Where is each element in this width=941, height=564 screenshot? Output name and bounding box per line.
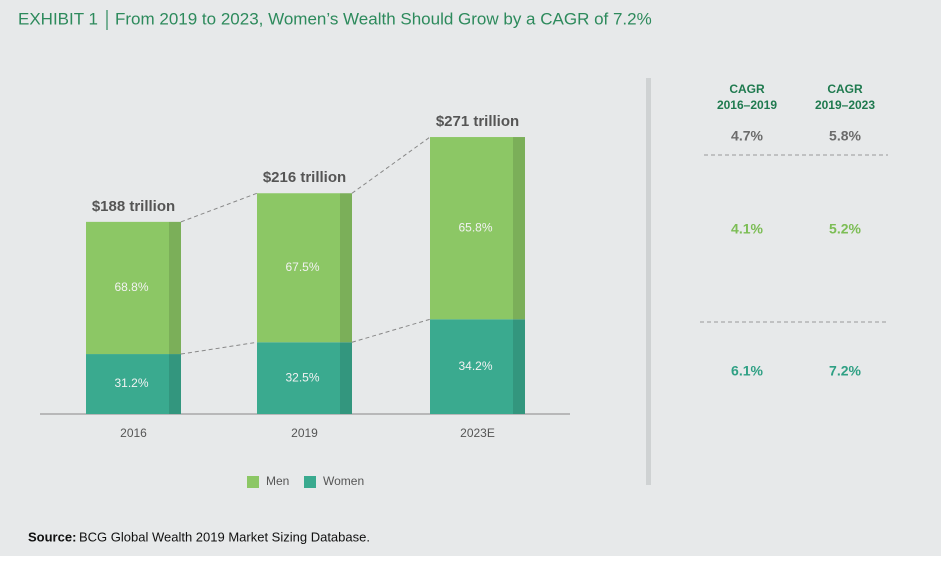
table-header: 2019–2023 — [815, 98, 875, 112]
bar-segment-side — [340, 193, 352, 343]
segment-label: 31.2% — [114, 376, 148, 390]
segment-label: 67.5% — [285, 260, 319, 274]
bar-segment-side — [340, 342, 352, 414]
source-label: Source: — [28, 529, 76, 544]
segment-label: 65.8% — [458, 220, 492, 234]
bottom-strip — [0, 556, 941, 564]
legend-label: Women — [323, 474, 364, 488]
source-text: BCG Global Wealth 2019 Market Sizing Dat… — [79, 529, 370, 544]
total-label: $271 trillion — [436, 113, 519, 130]
x-tick-label: 2016 — [120, 426, 147, 440]
table-cell: 4.1% — [731, 221, 763, 237]
total-label: $216 trillion — [263, 169, 346, 186]
connector — [180, 341, 258, 355]
total-label: $188 trillion — [92, 198, 175, 215]
table-cell: 7.2% — [829, 363, 861, 379]
legend-swatch — [304, 476, 316, 488]
bar-segment — [86, 221, 169, 355]
segment-label: 68.8% — [114, 280, 148, 294]
segment-label: 32.5% — [285, 370, 319, 384]
bar-segment-side — [513, 137, 525, 320]
divider — [646, 78, 651, 485]
table-cell: 5.2% — [829, 221, 861, 237]
connector — [351, 136, 431, 194]
table-cell: 5.8% — [829, 128, 861, 144]
bar-segment-side — [169, 221, 181, 355]
bar-segment — [86, 354, 169, 414]
legend-swatch — [247, 476, 259, 488]
table-cell: 6.1% — [731, 363, 763, 379]
legend-label: Men — [266, 474, 289, 488]
x-tick-label: 2019 — [291, 426, 318, 440]
table-header: 2016–2019 — [717, 98, 777, 112]
bar-segment — [257, 342, 340, 414]
exhibit-label: EXHIBIT 1 — [18, 9, 98, 28]
bar-segment — [430, 137, 513, 320]
table-header: CAGR — [729, 82, 765, 96]
bar-segment-side — [513, 319, 525, 414]
bar-segment — [257, 193, 340, 343]
bar-segment-side — [169, 354, 181, 414]
x-tick-label: 2023E — [460, 426, 495, 440]
chart-title: From 2019 to 2023, Women’s Wealth Should… — [115, 9, 652, 28]
table-cell: 4.7% — [731, 128, 763, 144]
table-header: CAGR — [827, 82, 863, 96]
bar-segment — [430, 319, 513, 414]
segment-label: 34.2% — [458, 359, 492, 373]
